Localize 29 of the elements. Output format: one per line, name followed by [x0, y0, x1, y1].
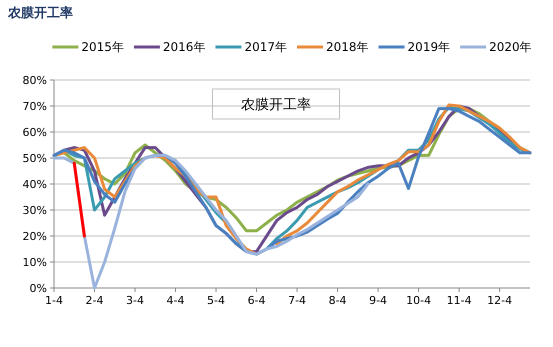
y-tick-label: 0%: [30, 282, 47, 295]
x-tick-label: 4-4: [166, 294, 185, 307]
x-tick-label: 3-4: [126, 294, 144, 307]
legend-label: 2020年: [489, 40, 532, 54]
legend-label: 2019年: [408, 40, 450, 54]
y-tick-label: 80%: [22, 74, 47, 87]
legend-label: 2018年: [326, 40, 369, 54]
x-tick-label: 11-4: [446, 294, 472, 307]
y-tick-label: 70%: [22, 100, 47, 113]
y-tick-label: 40%: [22, 178, 47, 191]
x-tick-label: 10-4: [406, 294, 432, 307]
x-tick-label: 5-4: [207, 294, 226, 307]
legend-label: 2015年: [81, 40, 124, 54]
y-tick-label: 60%: [22, 126, 47, 139]
y-tick-label: 10%: [22, 256, 47, 269]
legend-label: 2016年: [162, 40, 206, 54]
chart-title: 农膜开工率: [7, 5, 73, 21]
legend-label: 2017年: [244, 40, 287, 54]
x-tick-label: 8-4: [328, 294, 347, 307]
y-tick-label: 50%: [22, 152, 47, 165]
x-tick-label: 6-4: [248, 294, 266, 307]
x-tick-label: 12-4: [487, 294, 512, 307]
x-tick-label: 2-4: [86, 294, 104, 307]
y-tick-label: 20%: [22, 230, 47, 243]
x-tick-label: 1-4: [45, 294, 63, 307]
y-tick-label: 30%: [22, 204, 47, 217]
x-tick-label: 7-4: [288, 294, 306, 307]
annotation: 农膜开工率: [241, 97, 311, 113]
x-tick-label: 9-4: [369, 294, 388, 307]
